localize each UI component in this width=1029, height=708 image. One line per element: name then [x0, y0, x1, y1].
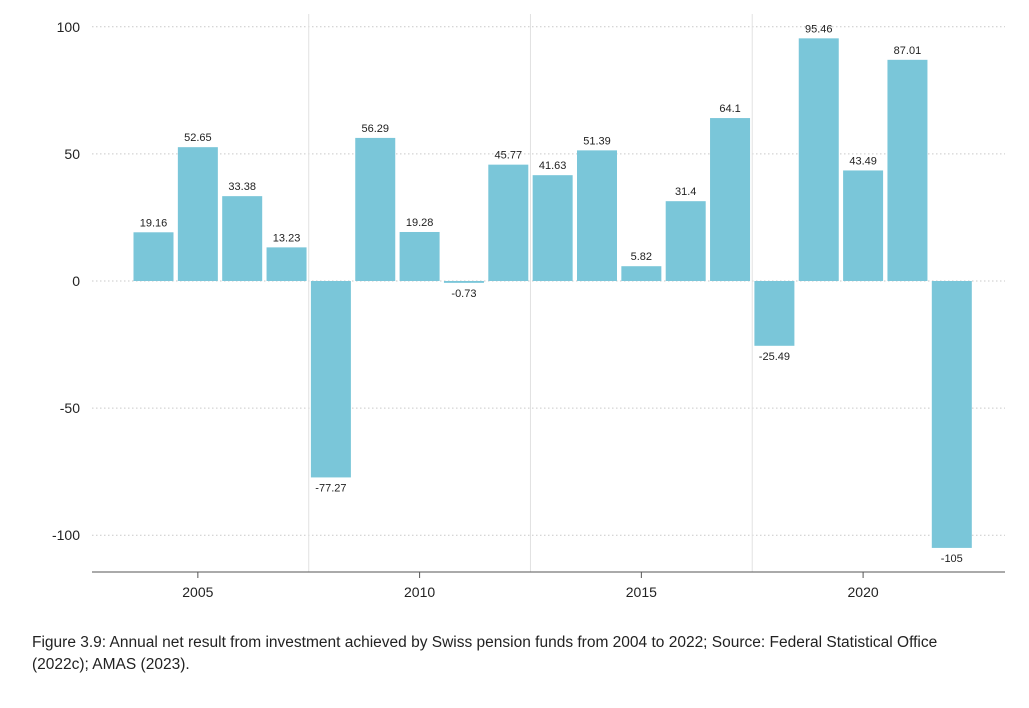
- data-label-2018: -25.49: [759, 351, 790, 363]
- data-label-2017: 64.1: [719, 103, 740, 115]
- data-labels: 19.16 52.65 33.38 13.23 -77.27 56.29 19.28 -0.7…: [140, 23, 963, 565]
- bar-2022: [931, 281, 972, 548]
- data-label-2015: 5.82: [631, 251, 652, 263]
- data-label-2007: 13.23: [273, 232, 301, 244]
- bar-2016: [665, 201, 706, 281]
- data-label-2005: 52.65: [184, 132, 212, 144]
- bar-2005: [177, 147, 218, 281]
- bar-2013: [532, 175, 573, 281]
- bar-2021: [887, 59, 928, 281]
- bar-2017: [710, 118, 751, 281]
- x-tick-label: 2010: [404, 584, 435, 600]
- x-tick-label: 2015: [626, 584, 657, 600]
- y-tick-label: -50: [60, 400, 80, 416]
- data-label-2013: 41.63: [539, 160, 567, 172]
- bar-2015: [621, 266, 662, 281]
- data-label-2022: -105: [941, 553, 963, 565]
- bars: [133, 38, 972, 548]
- bar-2020: [843, 170, 884, 281]
- figure-caption: Figure 3.9: Annual net result from inves…: [32, 634, 938, 673]
- axes: 100 50 0 -50 -100 2005 2010 2015 2020: [52, 19, 1005, 600]
- data-label-2020: 43.49: [849, 155, 877, 167]
- data-label-2008: -77.27: [315, 482, 346, 494]
- y-tick-label: 50: [64, 146, 80, 162]
- bar-2018: [754, 281, 795, 346]
- x-tick-label: 2005: [182, 584, 213, 600]
- data-label-2014: 51.39: [583, 135, 611, 147]
- bar-2006: [222, 196, 263, 281]
- y-tick-label: -100: [52, 527, 80, 543]
- bar-2019: [798, 38, 839, 281]
- bar-chart: 100 50 0 -50 -100 2005 2010 2015 2020 19.16 52.65…: [52, 14, 1005, 600]
- data-label-2016: 31.4: [675, 186, 696, 198]
- data-label-2011: -0.73: [451, 288, 476, 300]
- bar-2010: [399, 231, 440, 281]
- data-label-2009: 56.29: [361, 123, 389, 135]
- y-tick-label: 0: [72, 273, 80, 289]
- bar-2011: [443, 281, 484, 283]
- bar-2014: [577, 150, 617, 281]
- bar-2007: [266, 247, 307, 281]
- y-tick-label: 100: [57, 19, 81, 35]
- bar-2012: [488, 164, 529, 281]
- data-label-2021: 87.01: [894, 45, 922, 57]
- data-label-2019: 95.46: [805, 23, 833, 35]
- bar-2009: [355, 137, 396, 281]
- bar-2004: [133, 232, 174, 281]
- bar-2008: [310, 281, 351, 478]
- x-tick-label: 2020: [848, 584, 879, 600]
- data-label-2004: 19.16: [140, 217, 168, 229]
- data-label-2012: 45.77: [495, 150, 523, 162]
- data-label-2006: 33.38: [228, 181, 256, 193]
- grid-lines: [92, 14, 1005, 572]
- data-label-2010: 19.28: [406, 217, 434, 229]
